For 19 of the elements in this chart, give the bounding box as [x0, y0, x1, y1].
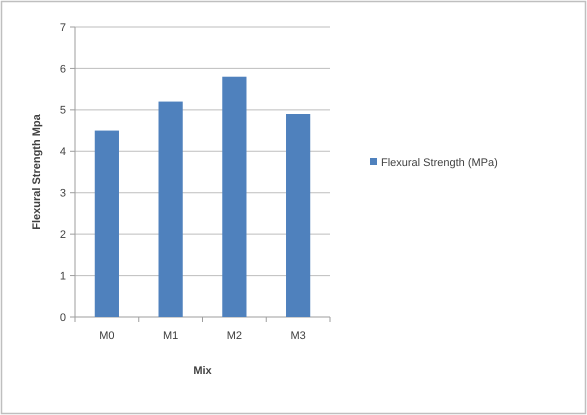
y-tick-label: 5: [60, 104, 66, 117]
y-tick-label: 1: [60, 270, 66, 282]
y-tick-label: 3: [60, 188, 66, 200]
legend-label: Flexural Strength (MPa): [381, 156, 498, 169]
y-tick-label: 4: [60, 146, 66, 158]
y-tick-label: 7: [60, 22, 66, 34]
x-tick-label: M0: [99, 330, 115, 342]
y-tick-label: 6: [60, 63, 66, 76]
bar: [94, 130, 119, 317]
y-tick-label: 0: [60, 312, 66, 324]
y-tick-label: 2: [60, 228, 66, 241]
bar: [286, 114, 310, 317]
bar: [222, 76, 246, 317]
x-tick-label: M2: [226, 330, 242, 342]
x-tick-label: M1: [162, 330, 178, 342]
y-axis-title: Flexural Strength Mpa: [31, 113, 43, 230]
x-axis-title: Mix: [193, 365, 213, 377]
bar: [158, 102, 183, 317]
x-tick-label: M3: [290, 330, 306, 342]
